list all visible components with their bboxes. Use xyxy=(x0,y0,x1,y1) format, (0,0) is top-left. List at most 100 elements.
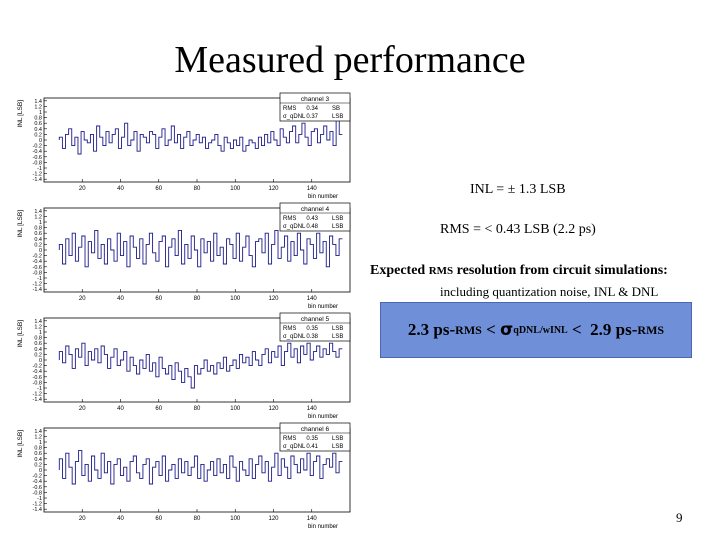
rms-summary: RMS = < 0.43 LSB (2.2 ps) xyxy=(440,222,596,237)
y-tick-label: 1.2 xyxy=(34,434,42,440)
stats-box xyxy=(279,92,351,122)
x-tick-label: 60 xyxy=(155,186,162,192)
inl-plot-channel-4: 1.4 1.2 1 0.8 0.6 0.4 0.2 0 -0.2 -0.4 -0.6 -0.8 -1 -1… xyxy=(14,202,354,310)
x-tick-label: 120 xyxy=(268,406,279,412)
x-tick-label: 40 xyxy=(117,186,124,192)
channel-label: channel 6 xyxy=(301,426,330,433)
y-tick-label: -1 xyxy=(37,496,42,502)
y-tick-label: 0.8 xyxy=(34,336,42,342)
x-tick-label: 60 xyxy=(155,516,162,522)
range-lt-1: < xyxy=(481,320,501,339)
y-tick-label: -1 xyxy=(37,386,42,392)
including-note: including quantization noise, INL & DNL xyxy=(440,284,659,299)
expected-tail: resolution from circuit simulations: xyxy=(456,263,668,278)
y-tick-label: -0.6 xyxy=(33,485,42,491)
inl-chart-svg: 1.41.210.80.60.40.20-0.2-0.4-0.6-0.8-1-1… xyxy=(17,422,351,530)
inl-series-line xyxy=(58,119,343,155)
y-tick-label: 1 xyxy=(39,440,42,446)
stats-name: σ_qDNL xyxy=(283,444,306,450)
stats-unit: LSB xyxy=(332,436,343,442)
stats-value: 0.48 xyxy=(306,224,318,230)
inl-plot-channel-6: 1.4 1.2 1 0.8 0.6 0.4 0.2 0 -0.2 -0.4 -0.6 -0.8 -1 -1… xyxy=(14,422,354,530)
stats-unit: LSB xyxy=(332,326,343,332)
y-tick-label: -0.6 xyxy=(33,375,42,381)
y-tick-label: -0.2 xyxy=(33,254,42,260)
y-tick-label: 0 xyxy=(39,248,42,254)
y-tick-label: 0 xyxy=(39,138,42,144)
stats-name: σ_qDNL xyxy=(283,224,306,230)
expected-word: Expected xyxy=(370,263,426,278)
stats-value: 0.35 xyxy=(306,326,318,332)
y-tick-label: -1.2 xyxy=(33,172,42,178)
y-tick-label: -1.2 xyxy=(33,502,42,508)
y-axis-title: INL [LSB] xyxy=(17,430,24,458)
y-tick-label: 0.6 xyxy=(34,451,42,457)
stats-box xyxy=(279,202,351,232)
y-tick-label: -1.2 xyxy=(33,392,42,398)
stats-name: σ_qDNL xyxy=(283,334,306,340)
y-tick-label: 0.4 xyxy=(34,237,42,243)
stats-box xyxy=(279,422,351,452)
stats-unit: LSB xyxy=(332,334,343,340)
stats-unit: LSB xyxy=(332,216,343,222)
x-tick-label: 20 xyxy=(79,186,86,192)
x-tick-label: 120 xyxy=(268,296,279,302)
x-tick-label: 100 xyxy=(230,516,241,522)
x-tick-label: 20 xyxy=(79,516,86,522)
stats-name: RMS xyxy=(283,216,296,222)
y-tick-label: 0.6 xyxy=(34,121,42,127)
y-tick-label: 0.8 xyxy=(34,446,42,452)
y-tick-label: -0.8 xyxy=(33,490,42,496)
y-tick-label: 1.2 xyxy=(34,104,42,110)
x-tick-label: 120 xyxy=(268,186,279,192)
y-tick-label: -1 xyxy=(37,166,42,172)
y-tick-label: -1.4 xyxy=(33,397,42,403)
y-tick-label: -1.4 xyxy=(33,287,42,293)
inl-summary: INL = ± 1.3 LSB xyxy=(470,182,566,197)
y-tick-label: -0.4 xyxy=(33,259,42,265)
inl-chart-svg: 1.41.210.80.60.40.20-0.2-0.4-0.6-0.8-1-1… xyxy=(17,202,351,310)
y-tick-label: -0.8 xyxy=(33,270,42,276)
stats-name: RMS xyxy=(283,326,296,332)
stats-name: RMS xyxy=(283,106,296,112)
y-tick-label: 0.2 xyxy=(34,132,42,138)
x-tick-label: 100 xyxy=(230,406,241,412)
y-tick-label: -0.6 xyxy=(33,265,42,271)
stats-box xyxy=(279,312,351,342)
x-tick-label: 40 xyxy=(117,296,124,302)
inl-series-line xyxy=(58,229,343,268)
x-tick-label: 60 xyxy=(155,406,162,412)
stats-unit: LSB xyxy=(332,114,343,120)
y-tick-label: -0.2 xyxy=(33,144,42,150)
channel-label: channel 5 xyxy=(301,316,330,323)
y-tick-label: -1.4 xyxy=(33,177,42,183)
y-tick-label: 1.4 xyxy=(34,429,42,435)
y-tick-label: -0.2 xyxy=(33,474,42,480)
inl-series-line xyxy=(58,449,343,485)
expected-resolution-heading: Expected RMS resolution from circuit sim… xyxy=(370,263,668,279)
y-tick-label: 0.6 xyxy=(34,341,42,347)
y-tick-label: 0.2 xyxy=(34,352,42,358)
x-tick-label: 140 xyxy=(307,516,318,522)
page-number: 9 xyxy=(676,510,683,525)
x-tick-label: 100 xyxy=(230,186,241,192)
y-tick-label: 1.2 xyxy=(34,324,42,330)
inl-chart-svg: 1.41.210.80.60.40.20-0.2-0.4-0.6-0.8-1-1… xyxy=(17,312,351,420)
inl-series-line xyxy=(58,342,343,389)
stats-unit: LSB xyxy=(332,444,343,450)
inl-plot-channel-3: 1.4 1.2 1 0.8 0.6 0.4 0.2 0 -0.2 -0.4 -0.6 -0.8 -1 -1… xyxy=(14,92,354,200)
x-tick-label: 120 xyxy=(268,516,279,522)
stats-value: 0.38 xyxy=(306,334,318,340)
y-tick-label: -0.8 xyxy=(33,380,42,386)
x-axis-title: bin number xyxy=(308,194,338,200)
x-tick-label: 20 xyxy=(79,296,86,302)
y-tick-label: 0.6 xyxy=(34,231,42,237)
x-tick-label: 80 xyxy=(194,296,201,302)
channel-label: channel 3 xyxy=(301,96,330,103)
y-tick-label: 0.8 xyxy=(34,116,42,122)
x-axis-title: bin number xyxy=(308,524,338,530)
range-high-rms: RMS xyxy=(637,322,665,337)
x-tick-label: 40 xyxy=(117,516,124,522)
y-tick-label: -0.8 xyxy=(33,160,42,166)
x-tick-label: 60 xyxy=(155,296,162,302)
